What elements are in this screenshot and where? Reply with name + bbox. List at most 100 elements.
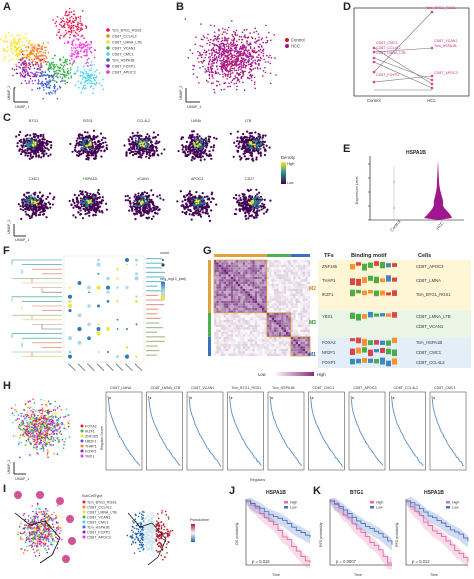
e-ylabel: Expression Level — [355, 176, 359, 204]
c-ylabel: UMAP_2 — [7, 220, 11, 234]
legend-a-label: CD8T_CCL4L2 — [112, 35, 137, 39]
g-motif-logo — [350, 289, 355, 297]
legend-a-swatch — [106, 46, 110, 50]
j-xlabel: Time — [272, 573, 280, 577]
i-pie-marker — [66, 515, 74, 523]
c-gene-label: RGS1 — [83, 119, 93, 123]
g-motif-logo — [380, 278, 385, 283]
c-gene-label: VCAN1 — [137, 177, 149, 181]
legend-a-swatch — [106, 64, 110, 68]
j-pvalue: p = 0.016 — [252, 559, 270, 564]
i-pie-marker — [36, 491, 44, 499]
c-legend-low: Low — [287, 181, 294, 185]
k2-pvalue: p = 0.012 — [412, 559, 430, 564]
g-motif-logo — [380, 357, 385, 365]
umap-a-legend: Tcm_BTG1_RGS1 CD8T_CCL4L2 CD8T_LMNA_LTB CD8… — [106, 28, 142, 75]
legend-a-label: Tcm_HSPA1B — [112, 59, 135, 63]
h-rank-curve — [188, 395, 222, 467]
g-motif-logo — [368, 311, 373, 318]
k1-xlabel: Time — [354, 573, 362, 577]
legend-a-label: CD8T_VCAN1 — [112, 47, 135, 51]
g-motif-logo — [368, 358, 373, 363]
g-motif-logo — [362, 277, 367, 284]
g-motif-logo — [374, 290, 379, 297]
g-motif-logo — [362, 358, 367, 363]
g-motif-logo — [386, 263, 391, 268]
f-legend-padj: neg_log10_padj — [160, 277, 186, 281]
e-title: HSPA1B — [406, 150, 426, 156]
c-density-plot — [124, 189, 165, 221]
legend-i-swatch — [82, 520, 86, 524]
d-label-8: CD8T_APOC3 — [434, 71, 458, 75]
legend-a-swatch — [106, 58, 110, 62]
g-motif-logo — [350, 312, 355, 319]
f-terms — [146, 258, 166, 356]
c-density-plot — [177, 130, 218, 162]
g-motif-logo — [386, 340, 391, 346]
c-gene-label: LMNA — [191, 119, 202, 123]
g-motif-logo — [392, 277, 397, 282]
h-plot-title: CD8T_LMNA_LTB — [151, 386, 181, 390]
g-legend-high: High — [317, 372, 326, 377]
g-motif-logo — [368, 275, 373, 281]
c-gene-label: CD27 — [245, 177, 254, 181]
g-motif-logo — [392, 263, 397, 267]
d-label-2: CD8T_CMC1 — [376, 41, 398, 45]
legend-i-swatch — [82, 515, 86, 519]
h-plot-title: CD8T_VCAN1 — [191, 386, 214, 390]
h-rank-plots: CD8T_LMNA CD8T_LMNA_LTB CD8T_VCAN1 Tcm_BTG1… — [100, 386, 467, 482]
panel-label-e: E — [343, 143, 351, 155]
g-motif-logo — [392, 312, 397, 318]
h-xlabel: UMAP_1 — [15, 477, 29, 481]
legend-h-swatch — [80, 454, 84, 458]
g-motif-logo — [392, 290, 397, 296]
umap-b-ylabel: UMAP_2 — [179, 86, 183, 100]
panel-a-umap: UMAP_1 UMAP_2 Tcm_BTG1_RGS1 CD8T_CCL4L2 CD… — [0, 7, 142, 109]
c-density-plot — [17, 191, 56, 221]
g-cell-name: CD8T_LMNA_LTB — [416, 314, 451, 319]
g-tf-name: FOXA2 — [322, 340, 336, 345]
k1-title: BTG1 — [350, 490, 364, 496]
d-label-3: CD8T_CCL4L2 — [376, 46, 401, 50]
g-cell-name: Tcm_BTG1_RGS1 — [416, 292, 451, 297]
panel-label-c: C — [3, 112, 11, 124]
j-title: HSPA1B — [266, 490, 286, 496]
g-module-m1: M1 — [309, 352, 316, 358]
c-legend-high: High — [287, 162, 294, 166]
c-gene-label: HSPA1B — [83, 177, 98, 181]
g-module-m3: M3 — [309, 320, 316, 326]
g-motif-logo — [386, 275, 391, 282]
g-tf-name: NR2F1 — [322, 350, 336, 355]
g-motif-logo — [374, 340, 379, 345]
km-curve — [406, 500, 469, 563]
g-motif-logo — [356, 313, 361, 321]
legend-h-swatch — [80, 439, 84, 443]
legend-a-label: CD8T_LMNA_LTB — [112, 41, 142, 45]
g-motif-logo — [380, 313, 385, 317]
h-rank-curve — [148, 395, 181, 466]
legend-a-swatch — [106, 70, 110, 74]
legend-b-hcc: HCC — [291, 44, 300, 49]
g-cell-name: CD8T_CCL4L2 — [416, 360, 445, 365]
g-motif-logo — [392, 349, 397, 357]
legend-h-label: THAP1 — [85, 445, 97, 449]
g-motif-logo — [356, 347, 361, 354]
km-curve — [406, 500, 469, 542]
km-curve — [246, 500, 311, 538]
g-motif-logo — [392, 358, 397, 365]
c-gene-label: CMC1 — [29, 177, 39, 181]
umap-a-xlabel: UMAP_1 — [15, 105, 29, 109]
legend-a-swatch — [106, 40, 110, 44]
umap-a-axes: UMAP_1 UMAP_2 — [7, 86, 29, 109]
g-motif-logo — [392, 337, 397, 344]
h-xlab: Regulons — [250, 478, 265, 482]
panel-label-d: D — [343, 1, 351, 13]
g-heatmap — [208, 254, 311, 357]
panel-label-g: G — [203, 245, 212, 257]
c-density-plot — [232, 188, 272, 221]
c-density-plot — [229, 130, 271, 162]
km-k-curves — [329, 496, 469, 569]
panel-e-violin: HSPA1B Expression Level Control HCC — [355, 150, 464, 233]
legend-i-swatch — [82, 530, 86, 534]
